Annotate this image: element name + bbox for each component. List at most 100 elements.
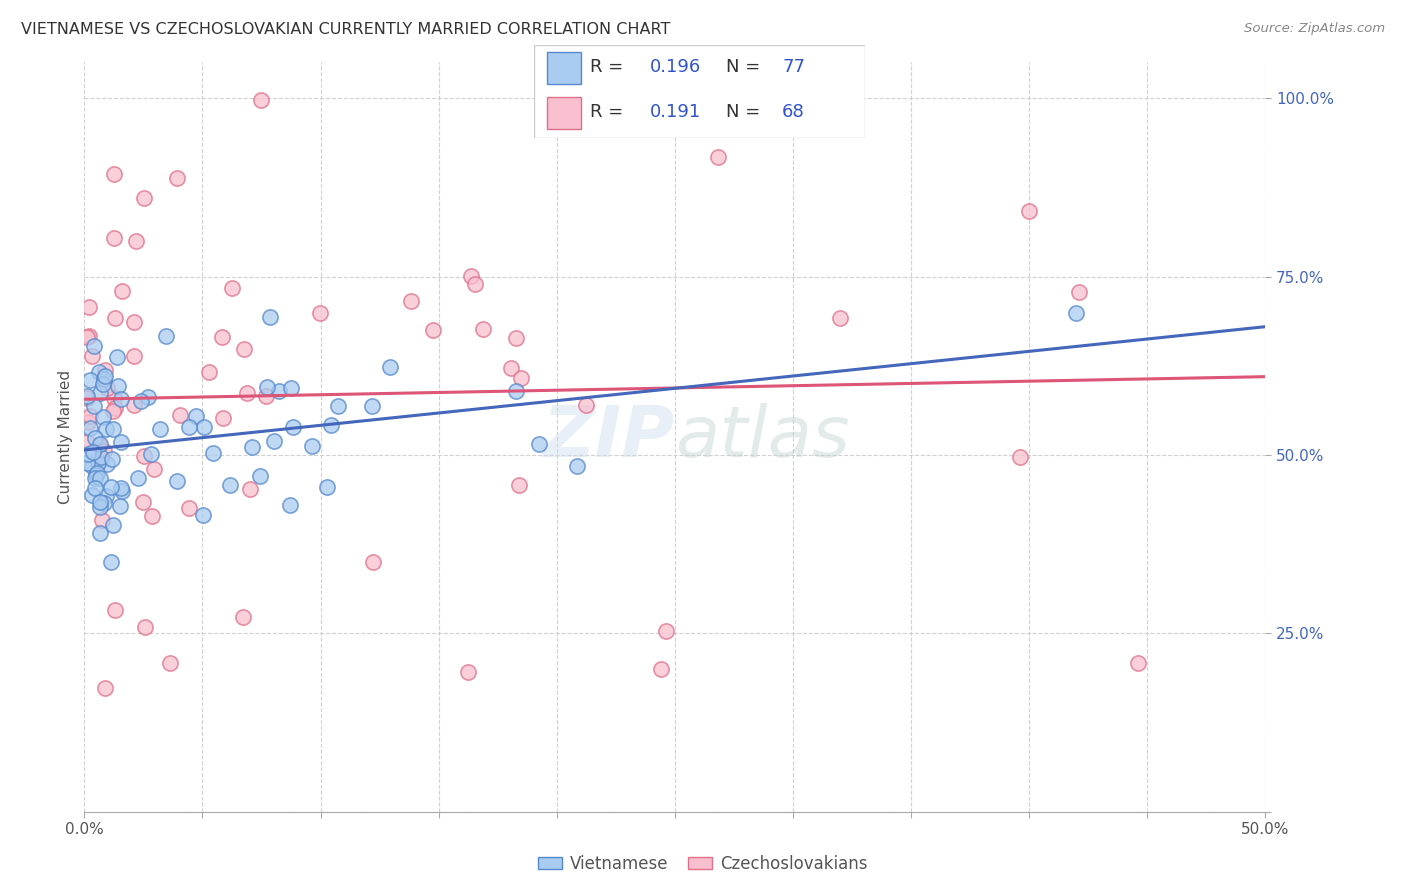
Point xyxy=(104,310,127,325)
Point xyxy=(76,447,98,461)
Bar xyxy=(547,52,581,84)
Point xyxy=(263,434,285,449)
Point xyxy=(76,329,98,343)
Point xyxy=(650,662,672,676)
Point xyxy=(280,381,302,395)
Point xyxy=(94,681,117,696)
Point xyxy=(201,446,224,460)
Point xyxy=(100,555,122,569)
Point xyxy=(734,77,756,91)
Point xyxy=(308,306,330,320)
Point xyxy=(87,438,110,452)
Point xyxy=(565,458,588,473)
Point xyxy=(84,481,107,495)
Point xyxy=(141,447,163,461)
Text: 77: 77 xyxy=(782,58,806,76)
Point xyxy=(232,610,254,624)
Point xyxy=(249,469,271,483)
Point xyxy=(122,349,145,363)
Point xyxy=(134,620,156,634)
Point xyxy=(84,470,107,484)
Point xyxy=(93,443,115,458)
Point xyxy=(256,380,278,394)
Point xyxy=(110,392,132,406)
Point xyxy=(100,480,122,494)
Point xyxy=(380,359,402,374)
Point xyxy=(509,371,531,385)
Point xyxy=(240,440,263,454)
Point xyxy=(79,421,101,435)
Point xyxy=(80,488,103,502)
Point xyxy=(84,468,107,483)
Point xyxy=(269,384,291,399)
Point xyxy=(101,451,124,466)
Point xyxy=(83,338,105,352)
Point xyxy=(134,191,156,205)
Point xyxy=(91,513,114,527)
Point xyxy=(89,437,111,451)
Point xyxy=(125,234,148,248)
Text: Source: ZipAtlas.com: Source: ZipAtlas.com xyxy=(1244,22,1385,36)
Point xyxy=(141,508,163,523)
Point xyxy=(707,150,730,164)
Point xyxy=(472,322,495,336)
Point xyxy=(505,384,527,399)
Text: R =: R = xyxy=(591,103,630,121)
Point xyxy=(103,391,125,405)
Point xyxy=(76,434,98,449)
Y-axis label: Currently Married: Currently Married xyxy=(58,370,73,504)
Point xyxy=(93,372,115,386)
Point xyxy=(89,500,111,515)
Point xyxy=(76,389,98,403)
Point xyxy=(399,293,422,308)
Point xyxy=(77,329,100,343)
Text: atlas: atlas xyxy=(675,402,849,472)
Point xyxy=(94,422,117,436)
Point xyxy=(166,475,188,489)
Point xyxy=(76,415,98,429)
Text: ZIP: ZIP xyxy=(543,402,675,472)
Point xyxy=(90,450,112,464)
Point xyxy=(179,420,201,434)
Point xyxy=(89,471,111,485)
Point xyxy=(111,484,134,499)
Point xyxy=(363,556,385,570)
Point xyxy=(105,350,128,364)
Point xyxy=(127,471,149,485)
Point xyxy=(155,328,177,343)
Point xyxy=(527,437,550,451)
Text: N =: N = xyxy=(725,58,766,76)
Point xyxy=(830,311,852,326)
Text: 0.191: 0.191 xyxy=(650,103,702,121)
Point xyxy=(107,379,129,393)
Point xyxy=(122,315,145,329)
Point xyxy=(1066,306,1088,320)
Point xyxy=(136,390,159,404)
Text: R =: R = xyxy=(591,58,630,76)
Point xyxy=(654,624,676,638)
Point xyxy=(177,501,200,516)
Point xyxy=(142,462,165,476)
Legend: Vietnamese, Czechoslovakians: Vietnamese, Czechoslovakians xyxy=(531,848,875,880)
Point xyxy=(1008,450,1031,465)
Point xyxy=(79,409,101,423)
Point xyxy=(211,330,233,344)
Point xyxy=(89,525,111,540)
Point xyxy=(464,277,486,291)
Point xyxy=(505,331,527,345)
Point xyxy=(319,417,342,432)
Point xyxy=(104,603,127,617)
Point xyxy=(575,399,598,413)
Point xyxy=(101,403,124,417)
Point xyxy=(79,373,101,387)
Point xyxy=(193,508,215,522)
Text: 68: 68 xyxy=(782,103,804,121)
Point xyxy=(86,467,108,481)
Point xyxy=(76,392,98,406)
Point xyxy=(110,481,132,495)
Point xyxy=(254,389,277,403)
Point xyxy=(501,360,523,375)
Point xyxy=(281,420,304,434)
Point xyxy=(132,494,155,508)
Point xyxy=(82,444,104,458)
